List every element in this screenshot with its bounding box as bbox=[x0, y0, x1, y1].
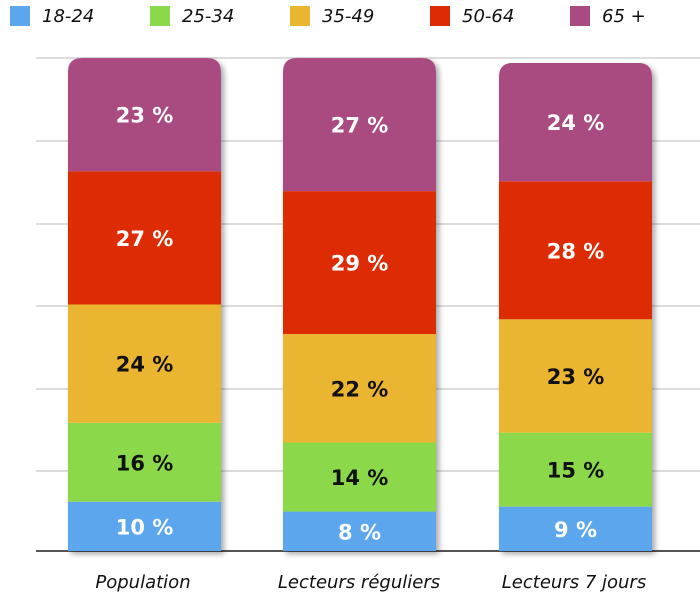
legend-item: 65 + bbox=[570, 4, 646, 28]
data-label: 15 % bbox=[547, 459, 605, 483]
data-label: 23 % bbox=[116, 104, 174, 128]
bar-segment bbox=[68, 304, 221, 423]
legend-swatch bbox=[570, 6, 590, 26]
data-label: 27 % bbox=[116, 227, 174, 251]
bar-segment bbox=[68, 171, 221, 305]
legend-item: 35-49 bbox=[290, 4, 374, 28]
legend-item: 25-34 bbox=[150, 4, 234, 28]
data-label: 22 % bbox=[331, 377, 389, 401]
x-tick-labels: Population Lecteurs réguliers Lecteurs 7 j… bbox=[95, 572, 646, 593]
x-tick-label: Lecteurs réguliers bbox=[278, 572, 440, 593]
bars: 10 % 16 % 24 % 27 % 23 % 8 % 14 % 22 % 29 % 27 % 9… bbox=[68, 58, 652, 552]
bar-segment bbox=[283, 191, 436, 335]
legend: 18-24 25-34 35-49 50-64 65 + bbox=[10, 4, 700, 28]
data-label: 23 % bbox=[547, 365, 605, 389]
data-label: 9 % bbox=[554, 518, 597, 542]
legend-label: 18-24 bbox=[42, 5, 95, 27]
legend-swatch bbox=[10, 6, 30, 26]
bar-segment bbox=[499, 506, 652, 551]
bar-stack: 10 % 16 % 24 % 27 % 23 % bbox=[68, 58, 221, 551]
legend-swatch bbox=[430, 6, 450, 26]
legend-label: 65 + bbox=[602, 5, 646, 27]
legend-swatch bbox=[290, 6, 310, 26]
bar-segment bbox=[283, 511, 436, 551]
bar-segment bbox=[499, 432, 652, 507]
data-label: 8 % bbox=[338, 520, 381, 544]
data-label: 24 % bbox=[116, 353, 174, 377]
x-tick-label: Lecteurs 7 jours bbox=[502, 572, 646, 593]
data-label: 29 % bbox=[331, 252, 389, 276]
data-label: 10 % bbox=[116, 515, 174, 539]
legend-swatch bbox=[150, 6, 170, 26]
legend-item: 50-64 bbox=[430, 4, 514, 28]
bar-segment bbox=[283, 442, 436, 512]
bar-stack: 9 % 15 % 23 % 28 % 24 % bbox=[499, 62, 652, 552]
bar-segment bbox=[499, 181, 652, 320]
legend-label: 50-64 bbox=[462, 5, 515, 27]
bar-segment bbox=[499, 62, 652, 182]
x-tick-label: Population bbox=[95, 572, 190, 593]
bar-segment bbox=[499, 319, 652, 433]
legend-item: 18-24 bbox=[10, 4, 94, 28]
data-label: 24 % bbox=[547, 111, 605, 135]
bar-segment bbox=[68, 501, 221, 551]
data-label: 27 % bbox=[331, 114, 389, 138]
bar-segment bbox=[68, 58, 221, 172]
bar-stack: 8 % 14 % 22 % 29 % 27 % bbox=[283, 58, 436, 551]
bar-segment bbox=[68, 422, 221, 502]
data-label: 16 % bbox=[116, 451, 174, 475]
legend-label: 35-49 bbox=[322, 5, 375, 27]
legend-label: 25-34 bbox=[182, 5, 235, 27]
data-label: 14 % bbox=[331, 466, 389, 490]
bar-segment bbox=[283, 58, 436, 192]
bar-segment bbox=[283, 334, 436, 443]
data-label: 28 % bbox=[547, 239, 605, 263]
